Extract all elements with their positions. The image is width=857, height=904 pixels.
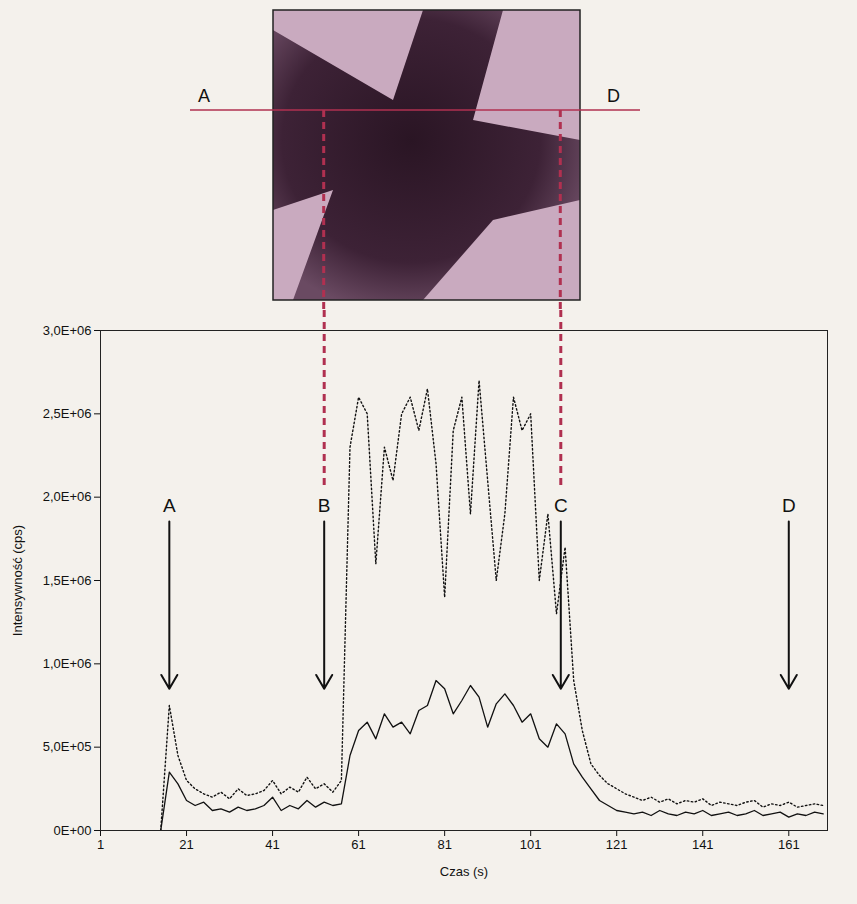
svg-text:61: 61 bbox=[351, 837, 365, 852]
svg-text:1,5E+06: 1,5E+06 bbox=[43, 573, 92, 588]
svg-text:D: D bbox=[607, 86, 620, 106]
svg-text:1: 1 bbox=[97, 837, 104, 852]
svg-text:101: 101 bbox=[520, 837, 542, 852]
svg-text:121: 121 bbox=[606, 837, 628, 852]
svg-text:A: A bbox=[163, 495, 176, 516]
svg-text:Czas (s): Czas (s) bbox=[440, 864, 488, 879]
svg-text:141: 141 bbox=[692, 837, 714, 852]
svg-text:21: 21 bbox=[179, 837, 193, 852]
svg-text:81: 81 bbox=[437, 837, 451, 852]
svg-text:2,0E+06: 2,0E+06 bbox=[43, 489, 92, 504]
svg-text:A: A bbox=[198, 86, 210, 106]
svg-text:0E+00: 0E+00 bbox=[54, 823, 92, 838]
svg-text:C: C bbox=[554, 495, 568, 516]
svg-text:161: 161 bbox=[778, 837, 800, 852]
svg-text:B: B bbox=[318, 495, 331, 516]
svg-text:3,0E+06: 3,0E+06 bbox=[43, 323, 92, 338]
svg-text:D: D bbox=[782, 495, 796, 516]
svg-text:1,0E+06: 1,0E+06 bbox=[43, 656, 92, 671]
svg-text:41: 41 bbox=[265, 837, 279, 852]
svg-text:5,0E+05: 5,0E+05 bbox=[43, 739, 92, 754]
svg-text:Intensywność (cps): Intensywność (cps) bbox=[10, 525, 25, 636]
svg-text:2,5E+06: 2,5E+06 bbox=[43, 406, 92, 421]
